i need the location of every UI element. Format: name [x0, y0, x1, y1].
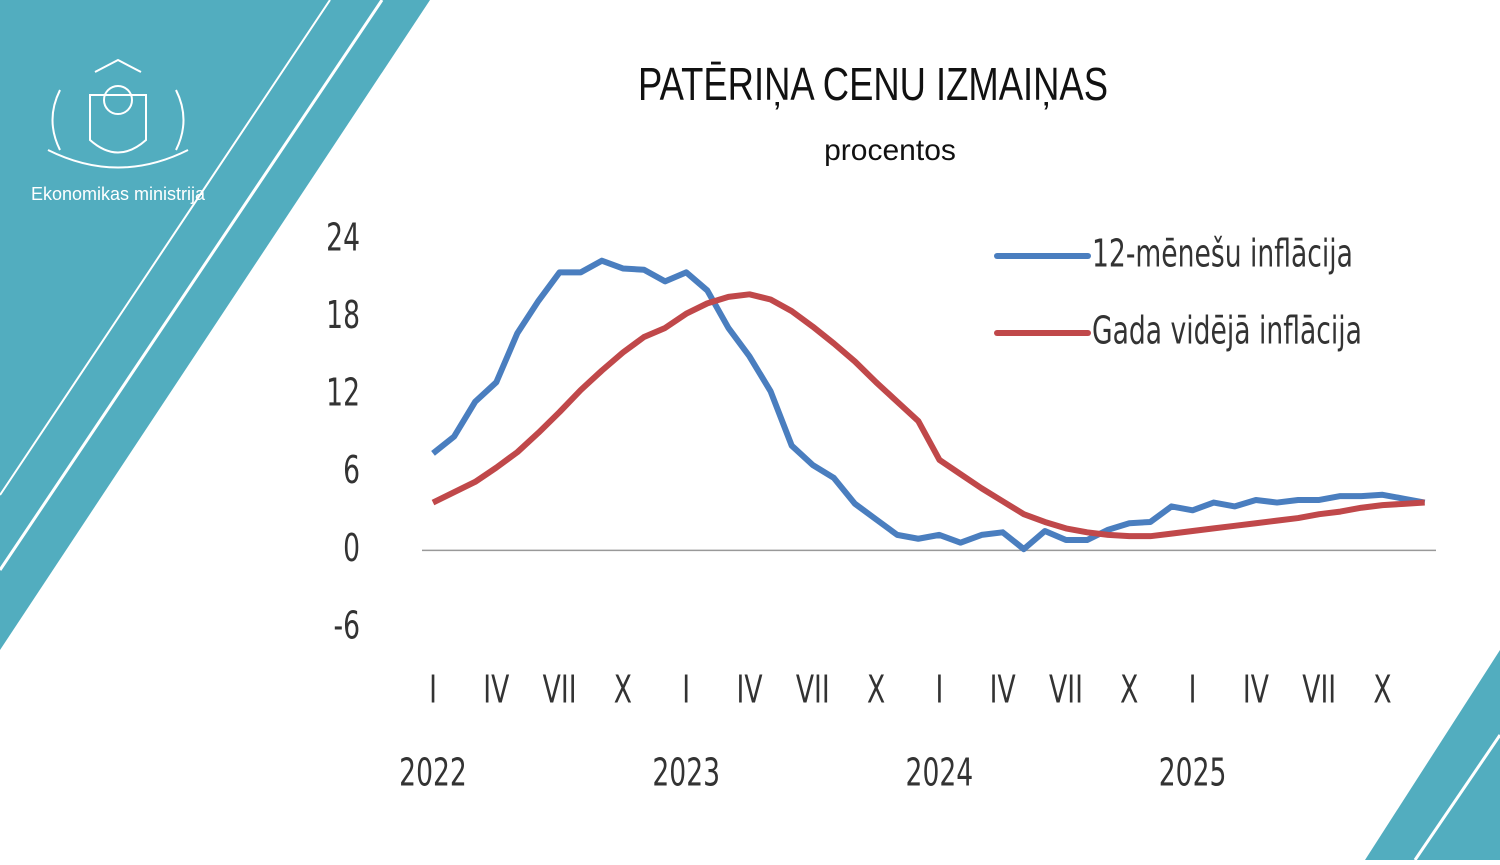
decor-line: [0, 0, 331, 496]
year-label: 2025: [1159, 751, 1227, 795]
x-tick-label: X: [1120, 668, 1138, 712]
x-tick-label: VII: [1302, 668, 1336, 712]
y-tick-label: 6: [343, 448, 360, 492]
x-tick-label: X: [614, 668, 632, 712]
x-tick-label: IV: [990, 668, 1016, 712]
y-tick-label: -6: [333, 604, 360, 648]
brand: Ekonomikas ministrija: [31, 184, 206, 204]
y-tick-label: 18: [326, 293, 360, 337]
x-tick-label: IV: [1243, 668, 1269, 712]
x-tick-label: X: [867, 668, 885, 712]
x-tick-label: I: [1189, 668, 1197, 712]
x-tick-label: I: [429, 668, 437, 712]
chart-title: PATĒRIŅA CENU IZMAIŅAS: [638, 58, 1108, 110]
x-tick-label: VII: [796, 668, 830, 712]
corner-shape: [0, 0, 430, 650]
x-tick-label: VII: [1049, 668, 1083, 712]
x-tick-label: X: [1373, 668, 1391, 712]
y-tick-label: 12: [326, 371, 360, 415]
decor-line: [1413, 734, 1500, 861]
series-line: [431, 257, 1426, 553]
decor-line: [0, 0, 384, 571]
x-tick-label: IV: [483, 668, 509, 712]
legend-label: Gada vidējā inflācija: [1092, 309, 1362, 353]
chart-subtitle: procentos: [824, 134, 956, 167]
series-line: [431, 291, 1425, 540]
x-tick-label: VII: [543, 668, 577, 712]
x-tick-label: I: [682, 668, 690, 712]
y-tick-label: 0: [343, 526, 360, 570]
crest: [47, 58, 189, 169]
year-label: 2023: [652, 751, 720, 795]
corner-shape: [1365, 650, 1500, 860]
legend-label: 12-mēnešu inflācija: [1092, 232, 1353, 276]
x-tick-label: I: [935, 668, 943, 712]
year-label: 2022: [399, 751, 467, 795]
year-label: 2024: [906, 751, 974, 795]
x-tick-label: IV: [736, 668, 762, 712]
y-tick-label: 24: [326, 216, 360, 260]
